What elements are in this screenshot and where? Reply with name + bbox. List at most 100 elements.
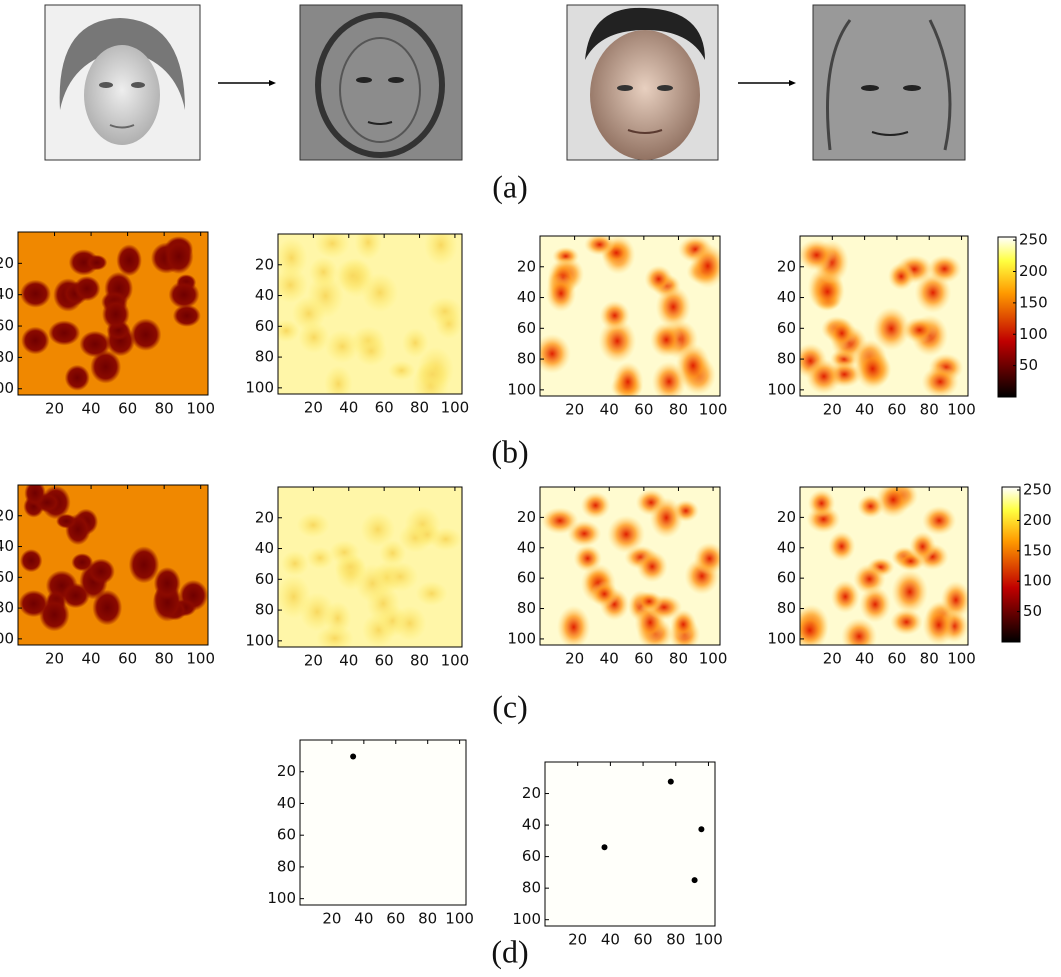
x-tick-label: 100 bbox=[699, 401, 728, 419]
blob bbox=[651, 361, 687, 396]
heatmap-blobs bbox=[541, 489, 720, 645]
blob bbox=[361, 272, 399, 313]
colorbar-fill bbox=[997, 236, 1017, 398]
x-tick-label: 20 bbox=[304, 399, 323, 417]
x-tick-label: 60 bbox=[634, 931, 653, 949]
x-tick-label: 60 bbox=[887, 401, 906, 419]
blob bbox=[280, 550, 309, 577]
x-tick-label: 80 bbox=[920, 650, 939, 668]
heatmap-blobs bbox=[20, 236, 201, 391]
x-tick-label: 20 bbox=[304, 652, 323, 670]
heatmap: 20 20 40 40 60 60 80 80 100 100 bbox=[767, 486, 976, 668]
blob bbox=[807, 489, 836, 518]
x-tick-label: 60 bbox=[634, 650, 653, 668]
blob bbox=[872, 306, 911, 351]
blob bbox=[800, 239, 836, 272]
heatmap: 20 20 40 40 60 60 80 80 100 100 bbox=[507, 235, 728, 419]
blob bbox=[922, 505, 957, 536]
y-tick-label: 40 bbox=[522, 816, 541, 834]
dot bbox=[698, 826, 705, 833]
y-tick-label: 20 bbox=[522, 784, 541, 802]
blob bbox=[354, 336, 388, 367]
heatmap-blobs bbox=[278, 505, 462, 647]
y-tick-label: 60 bbox=[777, 569, 796, 587]
blob bbox=[921, 365, 959, 396]
heatmap-blobs bbox=[18, 485, 208, 632]
frame bbox=[17, 484, 209, 646]
blob bbox=[324, 329, 360, 364]
y-tick-label: 40 bbox=[255, 286, 274, 304]
y-tick-label: 20 bbox=[0, 506, 14, 524]
blob bbox=[891, 569, 929, 614]
y-tick-label: 60 bbox=[255, 317, 274, 335]
x-tick-label: 80 bbox=[418, 910, 437, 928]
y-tick-label: 80 bbox=[522, 879, 541, 897]
blob bbox=[90, 350, 122, 384]
x-tick-label: 100 bbox=[186, 650, 215, 668]
y-tick-label: 40 bbox=[0, 285, 14, 303]
blob bbox=[308, 256, 339, 288]
y-tick-label: 100 bbox=[0, 629, 14, 647]
blob bbox=[387, 360, 416, 381]
blob bbox=[116, 244, 142, 277]
y-tick-label: 80 bbox=[517, 599, 536, 617]
frame bbox=[299, 739, 467, 906]
blob bbox=[79, 330, 111, 358]
x-tick-label: 20 bbox=[823, 650, 842, 668]
x-tick-label: 100 bbox=[186, 400, 215, 418]
blob bbox=[635, 591, 663, 612]
blob bbox=[360, 511, 396, 548]
blob bbox=[415, 581, 448, 606]
colorbar: 50 100 150 200 250 bbox=[1001, 481, 1052, 643]
dot bbox=[601, 844, 608, 851]
filtered-image bbox=[299, 4, 463, 161]
blob bbox=[541, 507, 579, 535]
y-tick-label: 60 bbox=[0, 568, 14, 586]
blob bbox=[298, 321, 330, 354]
blob bbox=[556, 605, 591, 645]
blob bbox=[314, 234, 350, 259]
x-tick-label: 100 bbox=[441, 399, 470, 417]
x-tick-label: 100 bbox=[445, 910, 474, 928]
x-tick-label: 100 bbox=[947, 650, 976, 668]
blob bbox=[401, 327, 429, 358]
blob bbox=[102, 298, 130, 330]
blob bbox=[545, 274, 577, 312]
blob bbox=[48, 320, 81, 346]
face-image bbox=[44, 4, 201, 161]
x-tick-label: 80 bbox=[669, 401, 688, 419]
blob bbox=[128, 546, 160, 584]
blob bbox=[379, 539, 407, 567]
blob bbox=[64, 364, 90, 391]
x-tick-label: 20 bbox=[45, 650, 64, 668]
frame bbox=[539, 486, 721, 646]
blob bbox=[827, 531, 856, 562]
blob bbox=[306, 546, 334, 570]
blob bbox=[429, 527, 462, 551]
y-tick-label: 100 bbox=[767, 380, 796, 398]
blob bbox=[354, 234, 382, 260]
y-tick-label: 100 bbox=[507, 380, 536, 398]
y-tick-label: 20 bbox=[277, 762, 296, 780]
x-tick-label: 80 bbox=[410, 652, 429, 670]
x-tick-label: 100 bbox=[441, 652, 470, 670]
x-tick-label: 40 bbox=[855, 401, 874, 419]
frame bbox=[799, 235, 969, 397]
frame bbox=[277, 486, 463, 648]
y-tick-label: 60 bbox=[517, 319, 536, 337]
blob bbox=[39, 598, 70, 632]
blob bbox=[922, 604, 956, 645]
heatmap-bg bbox=[300, 740, 466, 905]
y-tick-label: 60 bbox=[255, 570, 274, 588]
blob bbox=[887, 262, 915, 291]
blob bbox=[168, 280, 200, 309]
blob bbox=[172, 304, 201, 327]
blob bbox=[649, 322, 683, 358]
x-tick-label: 20 bbox=[45, 400, 64, 418]
x-tick-label: 100 bbox=[694, 931, 723, 949]
heatmap: 20 20 40 40 60 60 80 80 100 100 bbox=[507, 486, 727, 668]
y-tick-label: 100 bbox=[0, 379, 14, 397]
heatmap: 20 20 40 40 60 60 80 80 100 100 bbox=[267, 739, 474, 928]
blob bbox=[859, 586, 892, 623]
